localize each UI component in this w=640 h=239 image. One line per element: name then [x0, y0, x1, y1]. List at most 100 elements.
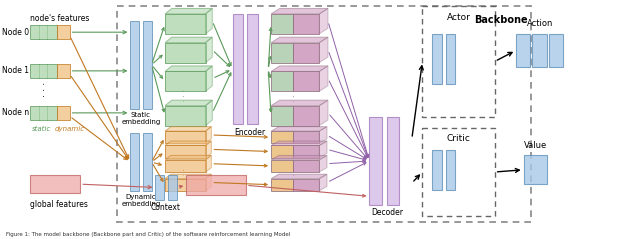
Text: Action: Action — [527, 19, 553, 28]
Bar — [292, 179, 319, 191]
Bar — [30, 175, 80, 193]
Bar — [422, 128, 495, 216]
Polygon shape — [165, 100, 212, 106]
Bar — [271, 160, 292, 172]
Bar — [292, 131, 319, 143]
Polygon shape — [165, 8, 212, 14]
Polygon shape — [271, 37, 328, 43]
Bar — [271, 106, 292, 125]
Bar — [271, 43, 292, 63]
Text: Encoder: Encoder — [234, 128, 266, 137]
Bar — [548, 34, 563, 67]
Polygon shape — [205, 100, 212, 125]
Bar — [524, 155, 547, 184]
Text: · · ·: · · · — [40, 81, 49, 97]
Bar — [445, 34, 455, 84]
Bar — [271, 146, 292, 158]
Text: Node n: Node n — [2, 108, 29, 117]
Bar — [131, 21, 139, 109]
Polygon shape — [319, 127, 327, 143]
Text: Static
embedding: Static embedding — [122, 112, 161, 125]
Polygon shape — [205, 8, 212, 34]
Bar — [143, 133, 152, 191]
Bar — [516, 34, 531, 67]
Bar — [165, 179, 205, 191]
Bar — [387, 117, 399, 205]
Text: Decoder: Decoder — [371, 208, 403, 217]
Polygon shape — [205, 127, 211, 143]
Polygon shape — [319, 100, 328, 125]
Polygon shape — [205, 141, 211, 158]
Text: · · ·: · · · — [291, 89, 300, 102]
Text: Figure 1: The model backbone (Backbone part and Critic) of the software reinforc: Figure 1: The model backbone (Backbone p… — [6, 232, 291, 237]
Bar — [292, 14, 319, 34]
Text: Context: Context — [151, 203, 181, 212]
Bar — [131, 133, 139, 191]
Bar — [57, 25, 70, 39]
Text: · · ·: · · · — [180, 168, 190, 181]
Polygon shape — [165, 37, 212, 43]
Text: dynamic: dynamic — [55, 125, 85, 132]
Polygon shape — [271, 8, 328, 14]
Bar — [165, 146, 205, 158]
Polygon shape — [165, 155, 211, 160]
Polygon shape — [319, 37, 328, 63]
Text: Value: Value — [524, 141, 547, 150]
Polygon shape — [319, 8, 328, 34]
Text: static: static — [32, 125, 51, 132]
Bar — [247, 14, 257, 125]
Text: · · ·: · · · — [291, 168, 300, 181]
Polygon shape — [205, 37, 212, 63]
Bar — [532, 34, 547, 67]
Bar — [292, 106, 319, 125]
Polygon shape — [319, 141, 327, 158]
Bar — [30, 64, 57, 78]
Polygon shape — [319, 155, 327, 172]
Text: Critic: Critic — [447, 134, 470, 143]
Polygon shape — [319, 66, 328, 91]
Text: Node 1: Node 1 — [2, 66, 29, 75]
Bar — [165, 160, 205, 172]
Bar — [271, 14, 292, 34]
Bar — [186, 175, 246, 195]
Bar — [292, 160, 319, 172]
Bar — [292, 43, 319, 63]
Bar — [30, 25, 57, 39]
Bar — [271, 71, 292, 91]
Bar — [143, 21, 152, 109]
Polygon shape — [165, 66, 212, 71]
Bar — [422, 6, 495, 117]
Polygon shape — [205, 155, 211, 172]
Polygon shape — [271, 66, 328, 71]
Bar — [369, 117, 382, 205]
Text: node's features: node's features — [30, 14, 90, 23]
Polygon shape — [165, 141, 211, 146]
Polygon shape — [319, 174, 327, 191]
Text: global features: global features — [30, 200, 88, 209]
Text: Backbone: Backbone — [474, 15, 527, 25]
Text: Node 0: Node 0 — [2, 28, 29, 37]
Text: · · ·: · · · — [180, 89, 190, 102]
Polygon shape — [271, 141, 327, 146]
Bar — [271, 131, 292, 143]
Polygon shape — [271, 127, 327, 131]
Bar — [57, 64, 70, 78]
Bar — [156, 175, 164, 200]
Bar — [232, 14, 243, 125]
Bar — [292, 146, 319, 158]
Polygon shape — [271, 155, 327, 160]
Bar — [165, 43, 205, 63]
Bar — [117, 6, 531, 222]
Polygon shape — [271, 100, 328, 106]
Polygon shape — [165, 127, 211, 131]
Bar — [168, 175, 177, 200]
Bar — [271, 179, 292, 191]
Text: Actor: Actor — [447, 13, 470, 22]
Text: Dynamic
embedding: Dynamic embedding — [122, 194, 161, 207]
Bar — [165, 71, 205, 91]
Bar — [165, 131, 205, 143]
Polygon shape — [165, 174, 211, 179]
Bar — [432, 34, 442, 84]
Bar — [445, 150, 455, 190]
Polygon shape — [205, 174, 211, 191]
